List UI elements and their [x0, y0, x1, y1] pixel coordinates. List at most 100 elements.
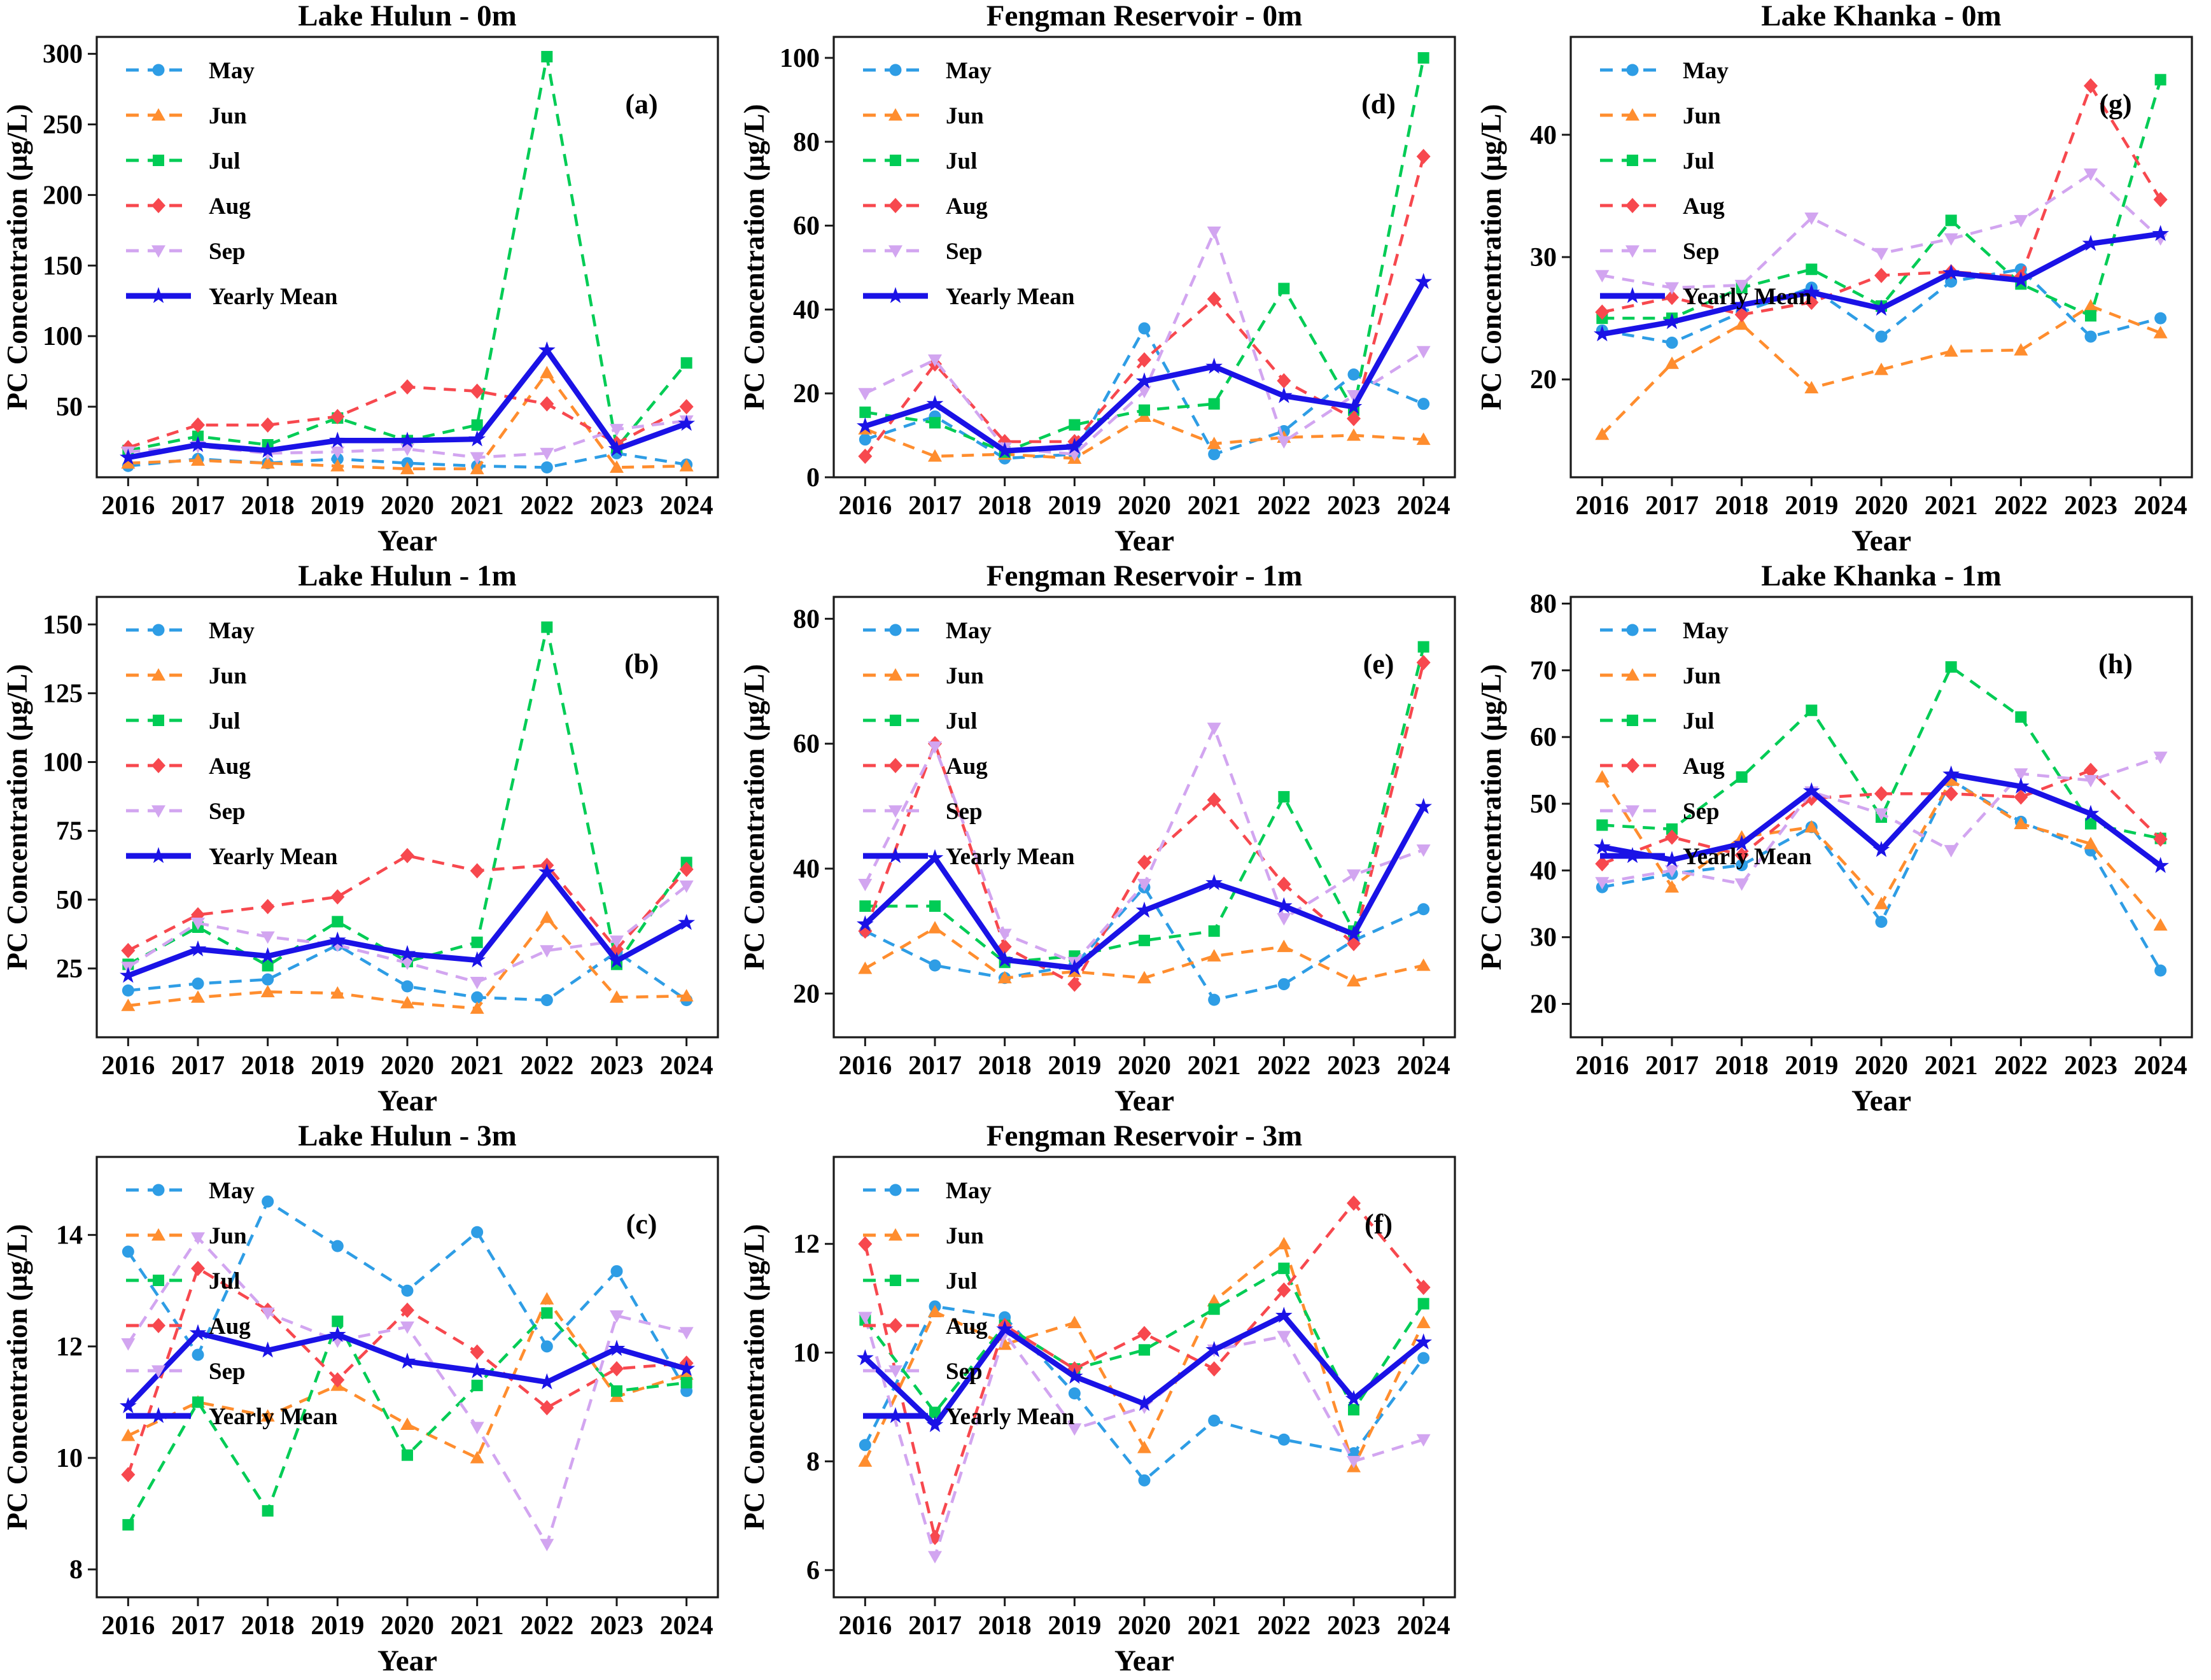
x-tick-label: 2021: [1925, 491, 1978, 521]
legend-item-sep: Sep: [863, 239, 983, 265]
x-tick-label: 2018: [241, 491, 295, 521]
y-tick-label: 250: [43, 111, 83, 140]
x-axis-label: Year: [377, 1084, 437, 1117]
series-may: [859, 1300, 1430, 1487]
legend-label: Yearly Mean: [946, 284, 1075, 310]
x-tick-label: 2020: [381, 1611, 434, 1641]
x-tick-label: 2016: [101, 1051, 155, 1081]
y-tick-label: 6: [806, 1556, 820, 1585]
legend-label: May: [209, 1178, 255, 1204]
y-axis-label: PC Concentration (µg/L): [1, 664, 33, 970]
x-tick-label: 2018: [978, 1051, 1032, 1081]
x-tick-label: 2023: [1327, 491, 1380, 521]
chart-title: Lake Hulun - 0m: [298, 0, 516, 32]
legend-item-yearly-mean: Yearly Mean: [1600, 284, 1812, 310]
series-jul: [859, 641, 1429, 969]
chart-canvas: Lake Hulun - 0m 50 100 150 200 250 300 2016 2017…: [1, 0, 719, 557]
legend-label: Sep: [209, 799, 246, 825]
y-tick-label: 14: [56, 1221, 83, 1250]
y-tick-label: 8: [806, 1447, 820, 1476]
legend-label: Yearly Mean: [209, 844, 338, 870]
legend-label: Jun: [946, 103, 984, 129]
x-tick-label: 2018: [1715, 491, 1769, 521]
x-tick-label: 2023: [2064, 1051, 2117, 1081]
series-jul: [122, 1307, 692, 1531]
x-tick-label: 2020: [1118, 1611, 1171, 1641]
legend-label: Aug: [1683, 753, 1725, 780]
x-tick-label: 2018: [241, 1611, 295, 1641]
legend-item-jul: Jul: [1600, 148, 1714, 174]
x-tick-label: 2020: [381, 1051, 434, 1081]
x-tick-label: 2016: [838, 1611, 892, 1641]
x-tick-label: 2020: [1118, 491, 1171, 521]
legend-label: Aug: [209, 193, 251, 220]
x-tick-label: 2022: [520, 491, 573, 521]
series-sep: [121, 1232, 694, 1551]
x-tick-label: 2020: [1855, 491, 1908, 521]
legend-item-aug: Aug: [863, 753, 988, 780]
legend-label: May: [209, 58, 255, 84]
y-tick-label: 40: [793, 855, 820, 884]
x-tick-label: 2018: [1715, 1051, 1769, 1081]
x-tick-label: 2021: [1188, 1051, 1241, 1081]
legend-label: Sep: [946, 1359, 983, 1385]
y-tick-label: 100: [43, 322, 83, 351]
chart-title: Lake Khanka - 0m: [1761, 0, 2001, 32]
x-tick-label: 2017: [171, 491, 225, 521]
legend-item-sep: Sep: [126, 239, 246, 265]
legend-item-sep: Sep: [1600, 239, 1720, 265]
legend-item-sep: Sep: [1600, 799, 1720, 825]
legend-item-sep: Sep: [863, 1359, 983, 1385]
x-tick-label: 2024: [660, 1051, 713, 1081]
legend-label: Sep: [209, 1359, 246, 1385]
legend-item-jun: Jun: [126, 1223, 247, 1249]
y-tick-label: 12: [56, 1333, 83, 1362]
chart-title: Lake Khanka - 1m: [1761, 560, 2001, 592]
y-axis-label: PC Concentration (µg/L): [1, 104, 33, 410]
x-axis-label: Year: [1114, 1644, 1174, 1677]
legend-item-jun: Jun: [126, 663, 247, 689]
legend-item-jul: Jul: [863, 1268, 977, 1294]
x-tick-label: 2024: [2134, 1051, 2187, 1081]
legend-label: Jun: [946, 1223, 984, 1249]
chart-title: Lake Hulun - 3m: [298, 1120, 516, 1152]
chart-canvas: Fengman Reservoir - 1m 20 40 60 80 2016 2017 20…: [738, 560, 1456, 1117]
subplot-b-lake-hulun-1m: Lake Hulun - 1m 25 50 75 100 125 150 2016 2017 20…: [0, 560, 737, 1120]
chart-canvas: Lake Hulun - 1m 25 50 75 100 125 150 2016 2017 20…: [1, 560, 719, 1117]
legend-label: Sep: [1683, 239, 1720, 265]
legend-item-aug: Aug: [863, 1313, 988, 1340]
y-axis-label: PC Concentration (µg/L): [738, 1224, 770, 1530]
legend-label: Jul: [209, 708, 240, 734]
y-tick-label: 50: [56, 393, 83, 422]
series-yearly-mean: [120, 1324, 695, 1413]
x-tick-label: 2019: [311, 1611, 364, 1641]
legend: May Jun Jul Aug Sep Yearly Mean: [1600, 618, 1812, 870]
legend-label: Jun: [209, 103, 247, 129]
panel-letter: (f): [1365, 1208, 1393, 1240]
series-sep: [858, 722, 1431, 970]
series-yearly-mean: [120, 863, 695, 983]
series-aug: [858, 1195, 1431, 1546]
legend-item-aug: Aug: [126, 193, 251, 220]
x-tick-label: 2019: [311, 1051, 364, 1081]
x-tick-label: 2016: [1575, 1051, 1629, 1081]
y-tick-label: 75: [56, 817, 83, 846]
y-tick-label: 40: [1530, 121, 1557, 150]
subplot-f-fengman-reservoir-3m: Fengman Reservoir - 3m 6 8 10 12 2016 2017 2018…: [737, 1120, 1474, 1680]
legend-item-yearly-mean: Yearly Mean: [1600, 844, 1812, 870]
x-tick-label: 2018: [241, 1051, 295, 1081]
legend-item-jun: Jun: [126, 103, 247, 129]
legend-label: Aug: [946, 753, 988, 780]
legend-item-jun: Jun: [863, 663, 984, 689]
series-line: [127, 627, 688, 969]
x-tick-label: 2017: [1645, 1051, 1699, 1081]
legend-item-yearly-mean: Yearly Mean: [126, 844, 338, 870]
x-tick-label: 2022: [1994, 491, 2047, 521]
subplot-g-lake-khanka-0m: Lake Khanka - 0m 20 30 40 2016 2017 2018 2019 20…: [1474, 0, 2211, 560]
x-tick-label: 2021: [451, 491, 504, 521]
plot-border: [832, 1156, 1456, 1599]
x-tick-label: 2021: [1188, 491, 1241, 521]
x-tick-label: 2023: [1327, 1051, 1380, 1081]
series-aug: [121, 1261, 694, 1483]
